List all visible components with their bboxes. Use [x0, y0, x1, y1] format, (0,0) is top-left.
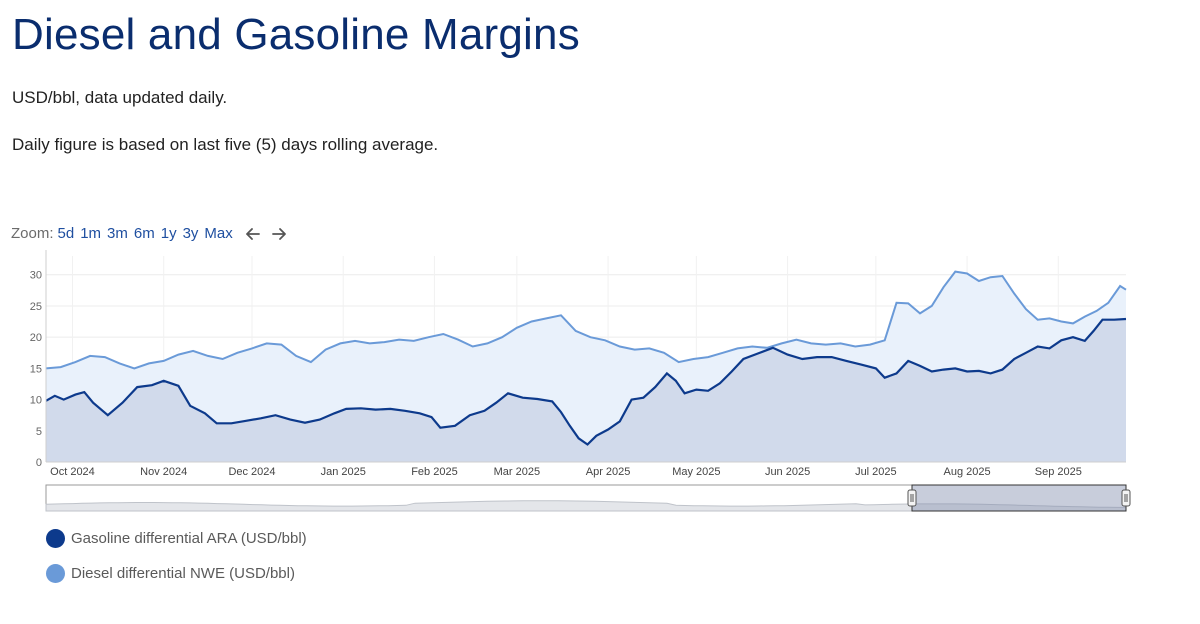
margins-chart[interactable]: 0 5 10 15 20 25 30 Oct 2024 Nov 2024 Dec 2024 Jan … — [0, 240, 1200, 520]
legend-item-diesel[interactable]: Diesel differential NWE (USD/bbl) — [46, 564, 295, 583]
y-tick-label: 30 — [30, 270, 42, 282]
zoom-6m-button[interactable]: 6m — [133, 225, 155, 242]
x-tick-label: Apr 2025 — [586, 466, 631, 478]
legend-label: Diesel differential NWE (USD/bbl) — [71, 565, 295, 582]
y-tick-label: 20 — [30, 332, 42, 344]
diesel-legend-marker — [46, 564, 65, 583]
gasoline-line — [45, 317, 1127, 446]
diesel-line — [45, 270, 1127, 370]
gasoline-legend-marker — [46, 529, 65, 548]
legend-label: Gasoline differential ARA (USD/bbl) — [71, 530, 307, 547]
y-tick-label: 10 — [30, 395, 42, 407]
arrow-left-icon[interactable] — [245, 226, 261, 242]
method-note: Daily figure is based on last five (5) d… — [12, 135, 439, 154]
x-tick-label: Sep 2025 — [1035, 466, 1082, 478]
x-tick-label: Jun 2025 — [765, 466, 810, 478]
zoom-3m-button[interactable]: 3m — [107, 225, 128, 242]
y-tick-label: 0 — [36, 457, 42, 469]
x-tick-label: Nov 2024 — [140, 466, 187, 478]
zoom-3y-button[interactable]: 3y — [182, 225, 199, 242]
x-tick-label: Aug 2025 — [944, 466, 991, 478]
x-tick-label: Feb 2025 — [411, 466, 457, 478]
range-navigator[interactable] — [45, 484, 1131, 512]
y-tick-label: 15 — [30, 363, 42, 375]
navigator-handle-right[interactable] — [1121, 489, 1131, 507]
gasoline-area — [46, 319, 1126, 462]
units-note: USD/bbl, data updated daily. — [12, 88, 228, 107]
x-tick-label: Mar 2025 — [494, 466, 540, 478]
navigator-handle-left[interactable] — [907, 489, 917, 507]
zoom-5d-button[interactable]: 5d — [57, 225, 75, 242]
x-tick-label: Oct 2024 — [50, 466, 95, 478]
zoom-1m-button[interactable]: 1m — [80, 225, 102, 242]
y-tick-label: 25 — [30, 301, 42, 313]
navigator-series — [45, 500, 1127, 512]
y-tick-label: 5 — [36, 426, 42, 438]
zoom-label: Zoom: — [11, 225, 54, 242]
navigator-selection — [911, 484, 1127, 512]
zoom-max-button[interactable]: Max — [204, 225, 233, 242]
arrow-right-icon[interactable] — [271, 226, 287, 242]
legend-item-gasoline[interactable]: Gasoline differential ARA (USD/bbl) — [46, 529, 307, 548]
x-tick-label: Dec 2024 — [228, 466, 275, 478]
x-tick-label: Jul 2025 — [855, 466, 897, 478]
page-title: Diesel and Gasoline Margins — [12, 10, 580, 59]
zoom-bar: Zoom: 5d 1m 3m 6m 1y 3y Max — [11, 225, 287, 242]
plot-areas — [45, 270, 1127, 462]
axes: 0 5 10 15 20 25 30 Oct 2024 Nov 2024 Dec 2024 Jan … — [30, 250, 1126, 478]
x-tick-label: May 2025 — [672, 466, 720, 478]
zoom-1y-button[interactable]: 1y — [160, 225, 177, 242]
x-tick-label: Jan 2025 — [321, 466, 366, 478]
